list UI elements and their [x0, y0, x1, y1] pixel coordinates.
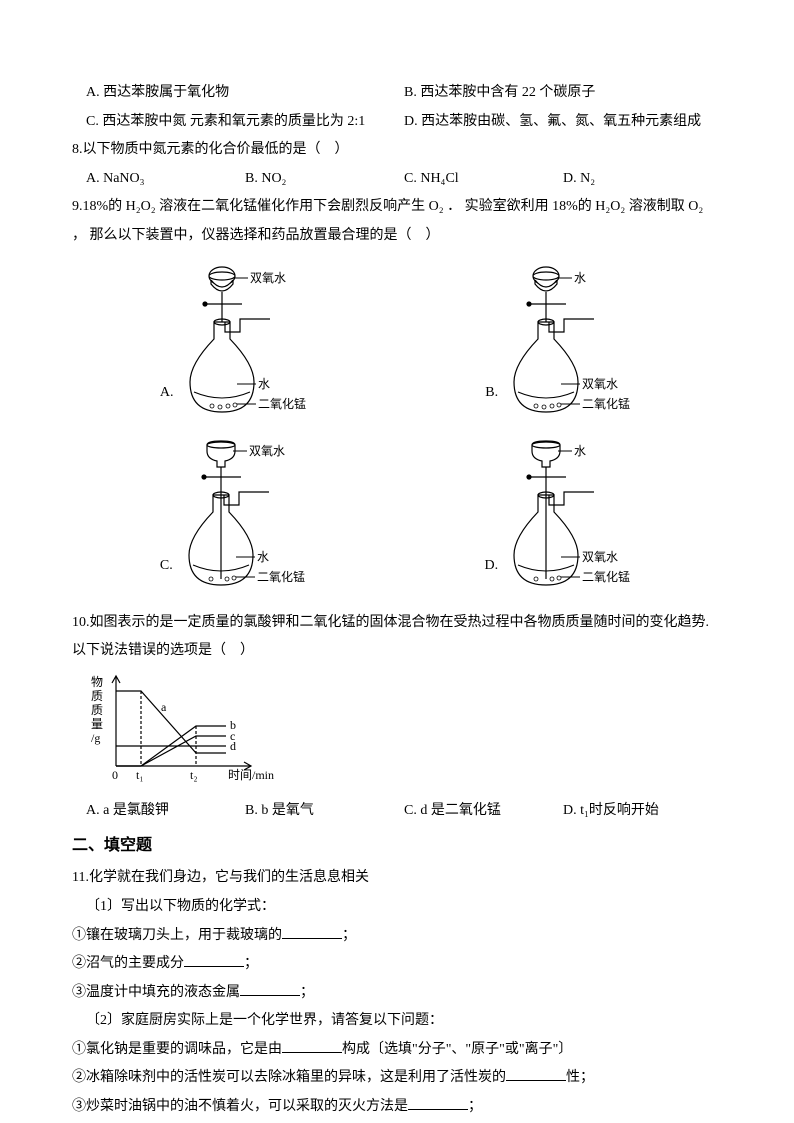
q9-label-a: A.: [160, 380, 174, 407]
blank: [408, 1096, 468, 1110]
label-flask-top-b: 双氧水: [582, 377, 618, 391]
label-funnel-c: 双氧水: [249, 444, 285, 458]
q11-p2-3a: ③炒菜时油锅中的油不慎着火，可以采取的灭火方法是: [72, 1099, 408, 1114]
q8-opt-b: B. NO₂: [245, 166, 404, 193]
svg-text:t₁: t₁: [136, 768, 144, 782]
svg-text:时间/min: 时间/min: [228, 768, 274, 782]
q10-opt-d: D. t₁时反响开始: [563, 798, 722, 825]
q7-options-row1: A. 西达苯胺属于氧化物 B. 西达苯胺中含有 22 个碳原子: [72, 80, 722, 107]
blank: [184, 953, 244, 967]
q10-graph: 物 质 质 量 /g 0 t₁ t₂ 时间/min a b c d: [86, 671, 722, 797]
q9-label-c: C.: [160, 553, 173, 580]
q7-options-row2: C. 西达苯胺中氮 元素和氧元素的质量比为 2:1 D. 西达苯胺由碳、氢、氟、…: [72, 109, 722, 136]
blank: [282, 925, 342, 939]
q9-label-b: B.: [485, 380, 498, 407]
q11-p1-3a: ③温度计中填充的液态金属: [72, 985, 240, 1000]
q7-opt-c: C. 西达苯胺中氮 元素和氧元素的质量比为 2:1: [86, 109, 404, 136]
q11-p1: 〔1〕写出以下物质的化学式：: [72, 894, 722, 921]
svg-text:质: 质: [91, 689, 103, 703]
apparatus-diagram-a: 双氧水 水 二氧化锰: [180, 264, 310, 419]
svg-text:0: 0: [112, 768, 118, 782]
q11-p1-1a: ①镶在玻璃刀头上，用于裁玻璃的: [72, 928, 282, 943]
blank: [240, 982, 300, 996]
q9-label-d: D.: [484, 553, 498, 580]
svg-text:a: a: [161, 700, 167, 714]
svg-text:量: 量: [91, 717, 103, 731]
q10-opt-a: A. a 是氯酸钾: [86, 798, 245, 825]
q11-p1-2: ②沼气的主要成分 ；: [72, 951, 722, 978]
q11-p2-3: ③炒菜时油锅中的油不慎着火，可以采取的灭火方法是 ；: [72, 1094, 722, 1121]
apparatus-diagram-d: 水 双氧水 二氧化锰: [504, 437, 634, 592]
svg-text:t₂: t₂: [190, 768, 198, 782]
q8-stem: 8.以下物质中氮元素的化合价最低的是（ ）: [72, 137, 722, 164]
q9-apparatus-a: A. 双氧水 水 二氧化锰: [160, 264, 310, 419]
q11-p1-2b: ；: [244, 956, 258, 971]
svg-text:物: 物: [91, 675, 103, 689]
q10-stem1: 10.如图表示的是一定质量的氯酸钾和二氧化锰的固体混合物在受热过程中各物质质量随…: [72, 610, 722, 637]
q11-p2-3b: ；: [468, 1099, 482, 1114]
label-flask-top-a: 水: [258, 377, 270, 391]
blank: [282, 1039, 342, 1053]
q9-stem2: ， 那么以下装置中，仪器选择和药品放置最合理的是（ ）: [72, 223, 722, 250]
label-flask-top-d: 双氧水: [582, 550, 618, 564]
q10-opt-c: C. d 是二氧化锰: [404, 798, 563, 825]
label-flask-bottom-b: 二氧化锰: [582, 396, 630, 411]
q7-opt-b: B. 西达苯胺中含有 22 个碳原子: [404, 80, 722, 107]
q10-options: A. a 是氯酸钾 B. b 是氧气 C. d 是二氧化锰 D. t₁时反响开始: [72, 798, 722, 825]
apparatus-diagram-b: 水 双氧水 二氧化锰: [504, 264, 634, 419]
q9-apparatus-c: C. 双氧水 水 二氧化锰: [160, 437, 309, 592]
q9-apparatus-row1: A. 双氧水 水 二氧化锰 B.: [72, 264, 722, 419]
q9-apparatus-b: B. 水 双氧水 二氧化锰: [485, 264, 634, 419]
q10-opt-b: B. b 是氧气: [245, 798, 404, 825]
q7-opt-a: A. 西达苯胺属于氧化物: [86, 80, 404, 107]
q11-p2-2b: 性；: [566, 1070, 594, 1085]
q8-opt-c: C. NH₄Cl: [404, 166, 563, 193]
q10-stem2: 以下说法错误的选项是（ ）: [72, 638, 722, 665]
label-flask-bottom-d: 二氧化锰: [582, 569, 630, 584]
q11-p2-1b: 构成〔选填"分子"、"原子"或"离子"〕: [342, 1042, 572, 1057]
q11-p2-1: ①氯化钠是重要的调味品，它是由 构成〔选填"分子"、"原子"或"离子"〕: [72, 1037, 722, 1064]
q7-opt-d: D. 西达苯胺由碳、氢、氟、氮、氧五种元素组成: [404, 109, 722, 136]
label-funnel-d: 水: [574, 444, 586, 458]
q8-options: A. NaNO₃ B. NO₂ C. NH₄Cl D. N₂: [72, 166, 722, 193]
q11-p2-1a: ①氯化钠是重要的调味品，它是由: [72, 1042, 282, 1057]
label-funnel-b: 水: [574, 271, 586, 285]
label-funnel-a: 双氧水: [250, 271, 286, 285]
q11-p2: 〔2〕家庭厨房实际上是一个化学世界，请答复以下问题：: [72, 1008, 722, 1035]
q11-p2-2: ②冰箱除味剂中的活性炭可以去除冰箱里的异味，这是利用了活性炭的 性；: [72, 1065, 722, 1092]
section-2-title: 二、填空题: [72, 831, 722, 861]
q9-apparatus-row2: C. 双氧水 水 二氧化锰 D.: [72, 437, 722, 592]
q8-opt-d: D. N₂: [563, 166, 722, 193]
q11-p1-2a: ②沼气的主要成分: [72, 956, 184, 971]
blank: [506, 1067, 566, 1081]
q11-p1-3: ③温度计中填充的液态金属 ；: [72, 980, 722, 1007]
q11-p1-1b: ；: [342, 928, 356, 943]
q11-p1-3b: ；: [300, 985, 314, 1000]
label-flask-bottom-a: 二氧化锰: [258, 396, 306, 411]
label-flask-top-c: 水: [257, 550, 269, 564]
label-flask-bottom-c: 二氧化锰: [257, 569, 305, 584]
apparatus-diagram-c: 双氧水 水 二氧化锰: [179, 437, 309, 592]
q11-p2-2a: ②冰箱除味剂中的活性炭可以去除冰箱里的异味，这是利用了活性炭的: [72, 1070, 506, 1085]
svg-text:质: 质: [91, 703, 103, 717]
svg-text:/g: /g: [91, 731, 100, 745]
q11-p1-1: ①镶在玻璃刀头上，用于裁玻璃的 ；: [72, 923, 722, 950]
q9-stem1: 9.18%的 H₂O₂ 溶液在二氧化锰催化作用下会剧烈反响产生 O₂ ． 实验室…: [72, 194, 722, 221]
q9-apparatus-d: D. 水 双氧水 二氧化锰: [484, 437, 634, 592]
svg-text:d: d: [230, 739, 236, 753]
q8-opt-a: A. NaNO₃: [86, 166, 245, 193]
mass-time-graph: 物 质 质 量 /g 0 t₁ t₂ 时间/min a b c d: [86, 671, 286, 786]
q11-stem: 11.化学就在我们身边，它与我们的生活息息相关: [72, 865, 722, 892]
